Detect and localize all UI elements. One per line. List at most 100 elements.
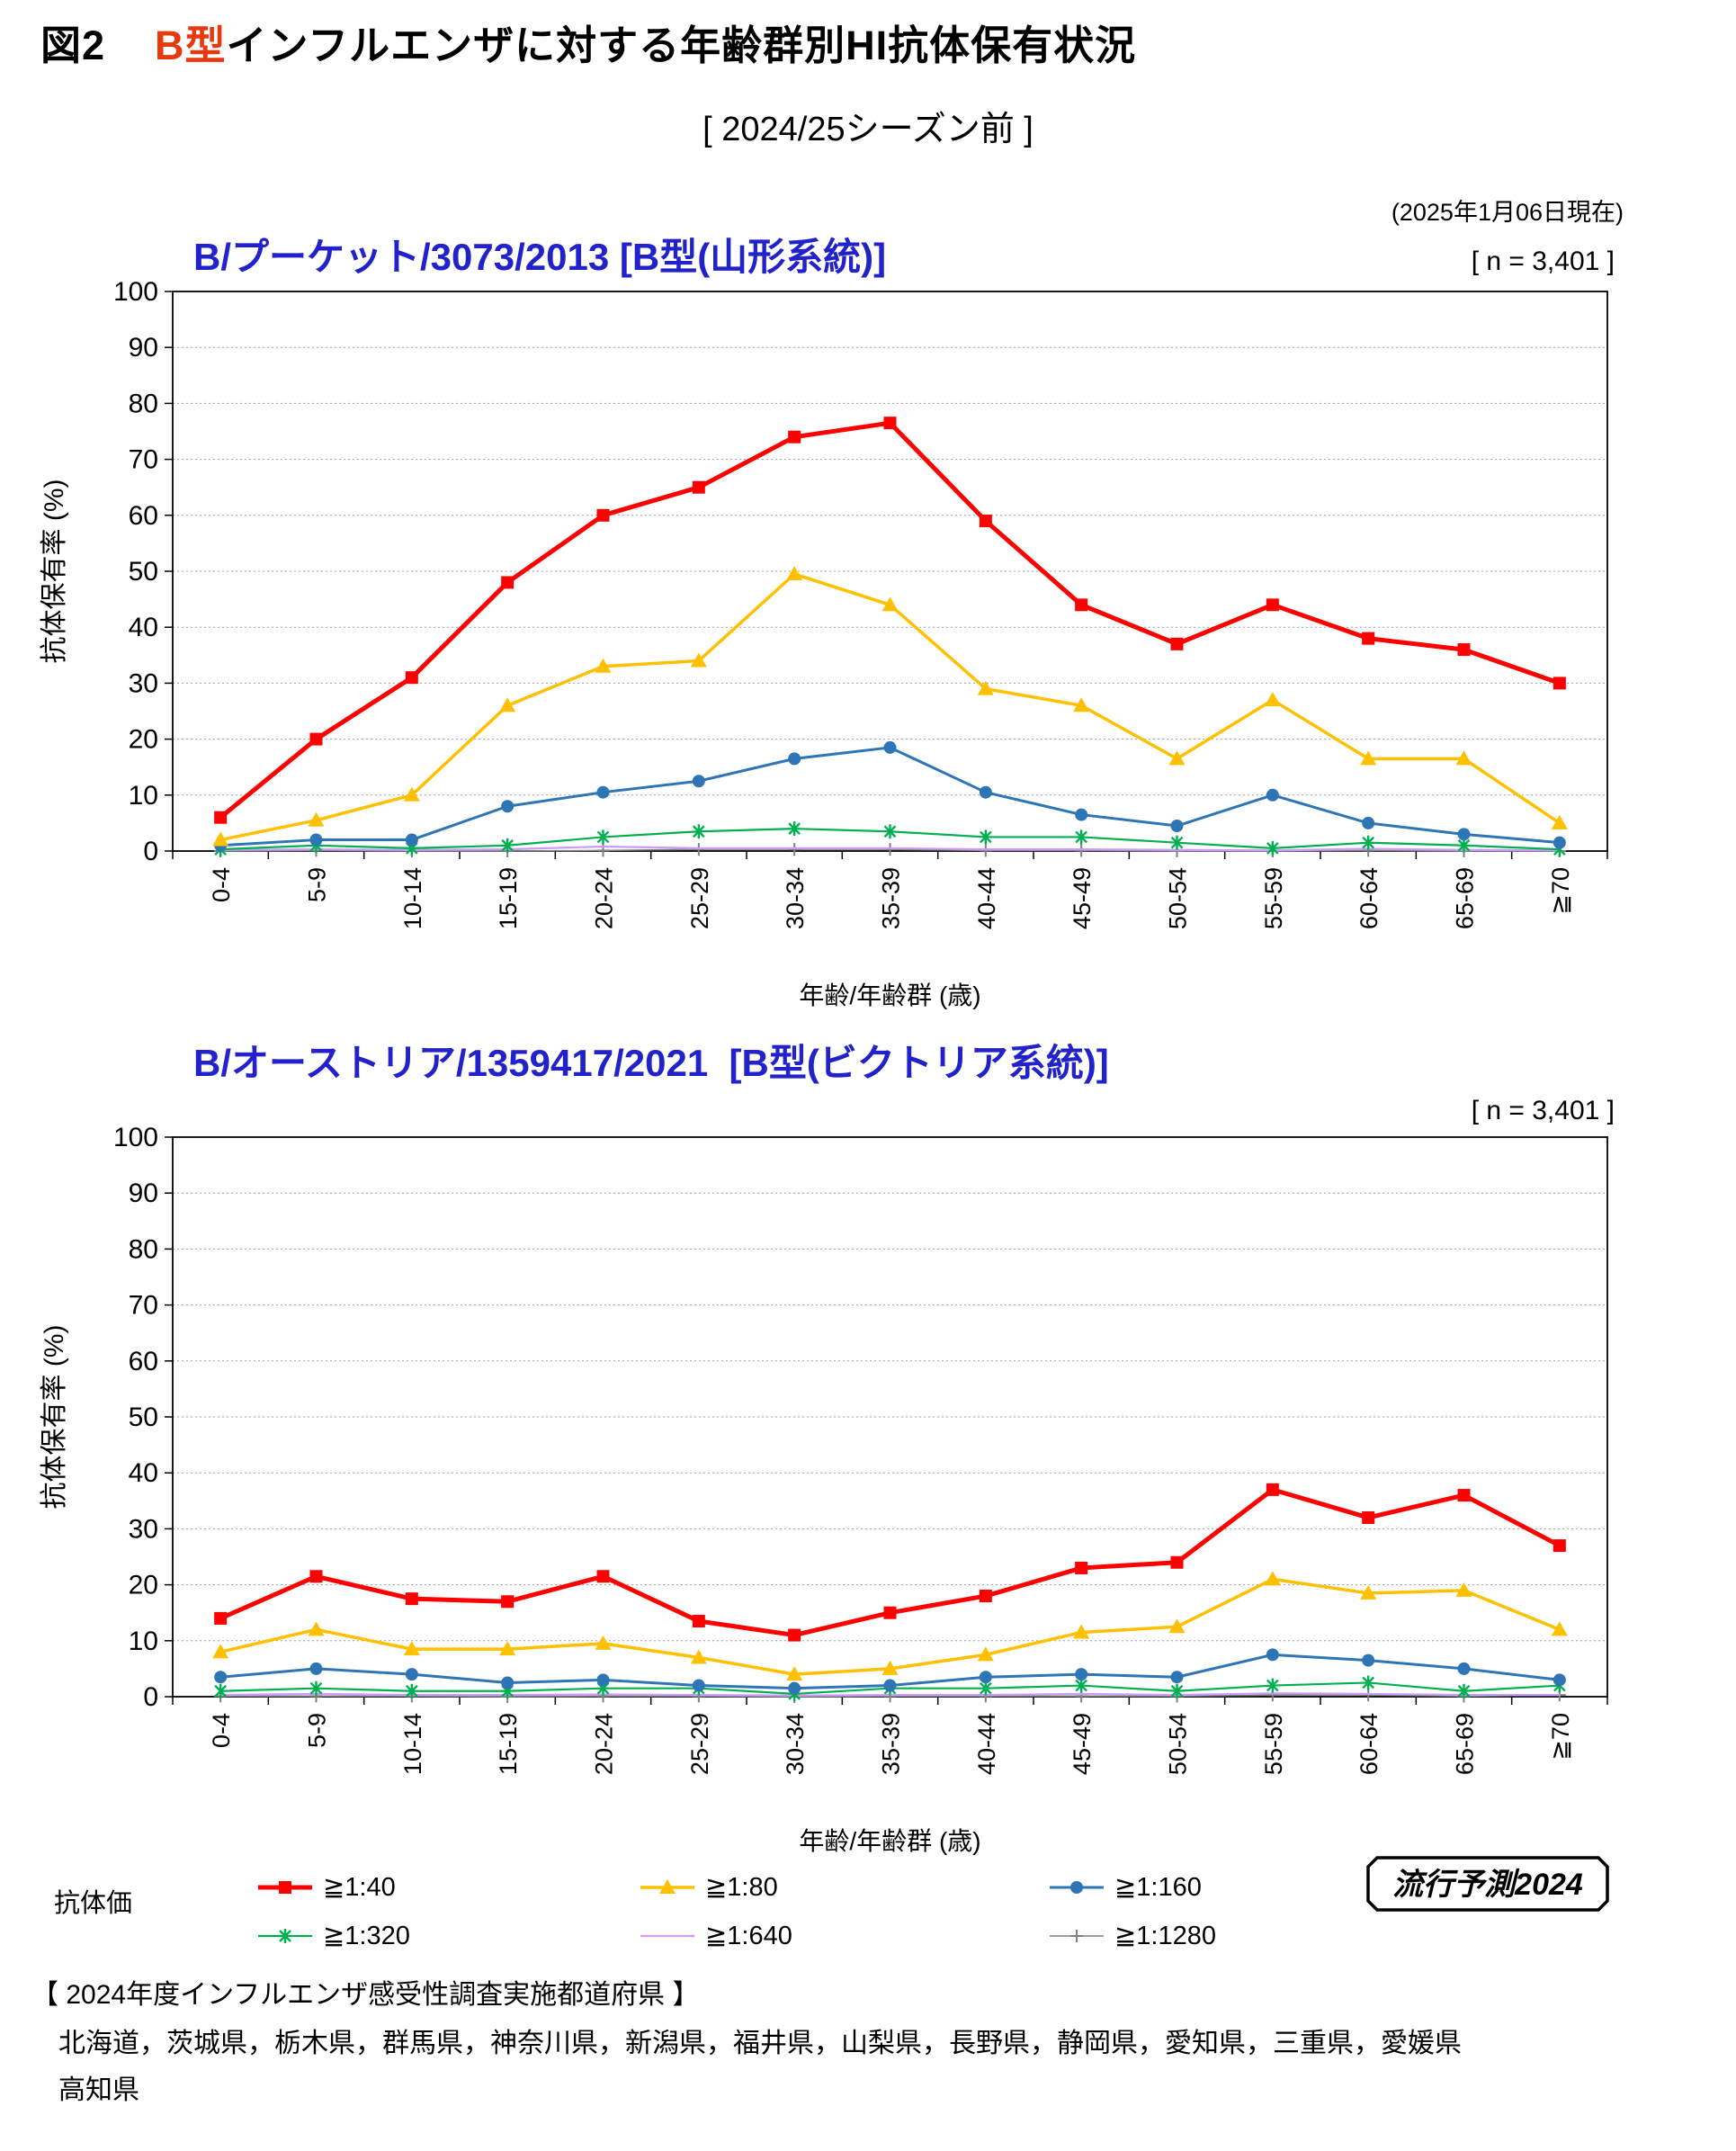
- x-tick-label: 60-64: [1356, 1713, 1383, 1775]
- x-tick-label: 0-4: [208, 867, 235, 902]
- svg-text:100: 100: [113, 1125, 158, 1152]
- svg-text:80: 80: [129, 389, 158, 418]
- x-tick-label: 10-14: [399, 1713, 426, 1775]
- y-axis: 0 10 20 30 40 50 60 70 80 90 100: [113, 279, 173, 866]
- gridlines: [173, 346, 1607, 796]
- x-tick-label: 50-54: [1165, 867, 1192, 929]
- badge-label: 流行予測2024: [1392, 1868, 1583, 1902]
- legend-marker-circle: [1050, 1880, 1104, 1894]
- x-tick-label: 5-9: [304, 1713, 331, 1748]
- svg-text:90: 90: [129, 1179, 158, 1208]
- legend-entry: ≧1:320: [256, 1920, 410, 1951]
- x-tick-label: 35-39: [878, 1713, 905, 1775]
- x-axis: 0-4 5-9 10-14 15-19 20-24 25-29 30-34 35-39 40-4…: [172, 851, 1608, 929]
- legend-marker-square: [258, 1880, 312, 1894]
- x-tick-label: 5-9: [304, 867, 331, 902]
- svg-text:70: 70: [129, 1291, 158, 1321]
- x-tick-label: 45-49: [1069, 1713, 1096, 1775]
- legend-entry: ≧1:1280: [1048, 1920, 1216, 1951]
- series-≧1:160: [214, 1648, 1566, 1695]
- legend-entry-label: ≧1:320: [323, 1922, 410, 1950]
- legend-entry: ≧1:160: [1048, 1871, 1202, 1903]
- date-note: (2025年1月06日現在): [1391, 199, 1624, 226]
- series-≧1:80: [212, 1571, 1568, 1681]
- svg-text:0: 0: [143, 1682, 158, 1712]
- x-tick-label: ≧70: [1547, 867, 1574, 915]
- svg-text:60: 60: [129, 1347, 158, 1376]
- legend-title: 抗体価: [54, 1889, 133, 1918]
- x-axis-title: 年齢/年齢群 (歳): [799, 1827, 980, 1855]
- svg-text:40: 40: [129, 613, 158, 642]
- svg-text:10: 10: [129, 1627, 158, 1656]
- legend-entry: ≧1:40: [256, 1871, 396, 1903]
- figure-label: 図2: [40, 22, 106, 68]
- svg-text:30: 30: [129, 1514, 158, 1544]
- forecast-2024-badge: 流行予測2024: [1366, 1856, 1609, 1912]
- x-tick-label: 25-29: [686, 867, 713, 929]
- svg-text:100: 100: [113, 279, 158, 307]
- svg-text:80: 80: [129, 1234, 158, 1264]
- sample-size-victoria: [ n = 3,401 ]: [1471, 1096, 1615, 1125]
- survey-prefectures-list: 北海道，茨城県，栃木県，群馬県，神奈川県，新潟県，福井県，山梨県，長野県，静岡県…: [58, 2029, 1462, 2058]
- x-tick-label: 0-4: [208, 1713, 235, 1748]
- x-tick-label: 55-59: [1260, 1713, 1287, 1775]
- x-tick-label: 15-19: [495, 1713, 522, 1775]
- x-tick-label: ≧70: [1547, 1713, 1574, 1761]
- x-tick-label: 20-24: [591, 1713, 618, 1775]
- x-tick-label: 40-44: [973, 1713, 1000, 1775]
- svg-text:60: 60: [129, 501, 158, 531]
- chart-title-yamagata: B/プーケット/3073/2013 [B型(山形系統)]: [193, 236, 887, 278]
- svg-text:70: 70: [129, 445, 158, 475]
- x-tick-label: 30-34: [782, 867, 809, 929]
- page-title-highlight: B型: [155, 22, 227, 68]
- series-≧1:80: [212, 566, 1568, 847]
- svg-text:0: 0: [143, 837, 158, 866]
- x-tick-label: 50-54: [1165, 1713, 1192, 1775]
- legend-entry-label: ≧1:40: [323, 1873, 396, 1902]
- legend-marker-none: [640, 1934, 694, 1937]
- page-title: 図2 B型インフルエンザに対する年齢群別HI抗体保有状況: [40, 13, 1136, 71]
- x-tick-label: 65-69: [1452, 1713, 1479, 1775]
- legend-entry-label: ≧1:80: [705, 1873, 778, 1902]
- y-axis-title: 抗体保有率 (%): [40, 479, 69, 664]
- x-tick-label: 55-59: [1260, 867, 1287, 929]
- chart-victoria: 0 10 20 30 40 50 60 70 80 90 100 0-4 5-9 10-14 15-19 20…: [40, 1125, 1608, 1855]
- legend-entry: ≧1:80: [639, 1871, 778, 1903]
- chart-title-victoria: B/オーストリア/1359417/2021 [B型(ビクトリア系統)]: [193, 1042, 1109, 1084]
- x-tick-label: 20-24: [591, 867, 618, 929]
- badge-border: [1366, 1856, 1609, 1912]
- x-tick-label: 45-49: [1069, 867, 1096, 929]
- series-≧1:640: [219, 845, 1561, 852]
- series-≧1:40: [214, 417, 1566, 824]
- svg-text:30: 30: [129, 668, 158, 698]
- x-tick-label: 35-39: [878, 867, 905, 929]
- legend-entry-label: ≧1:160: [1114, 1873, 1202, 1902]
- survey-prefectures-list-cont: 高知県: [58, 2075, 139, 2105]
- legend-marker-plus: [1050, 1929, 1104, 1942]
- season-subtitle: [ 2024/25シーズン前 ]: [702, 111, 1034, 148]
- svg-text:50: 50: [129, 557, 158, 587]
- x-tick-label: 10-14: [399, 867, 426, 929]
- x-tick-label: 65-69: [1452, 867, 1479, 929]
- x-tick-label: 40-44: [973, 867, 1000, 929]
- sample-size-yamagata: [ n = 3,401 ]: [1471, 246, 1615, 276]
- legend-entry: ≧1:640: [639, 1920, 792, 1951]
- svg-text:40: 40: [129, 1458, 158, 1488]
- legend-entry-label: ≧1:1280: [1114, 1922, 1216, 1950]
- survey-prefectures-heading: 【 2024年度インフルエンザ感受性調査実施都道府県 】: [31, 1980, 700, 2010]
- svg-text:90: 90: [129, 333, 158, 363]
- chart-yamagata: 0 10 20 30 40 50 60 70 80 90 100 0-4 5-9 10-14 15-19 20…: [40, 279, 1608, 1009]
- svg-text:10: 10: [129, 781, 158, 811]
- y-axis: 0 10 20 30 40 50 60 70 80 90 100: [113, 1125, 173, 1712]
- legend-marker-asterisk: [258, 1928, 312, 1943]
- svg-text:20: 20: [129, 1571, 158, 1600]
- page-title-rest: インフルエンザに対する年齢群別HI抗体保有状況: [226, 22, 1137, 68]
- svg-text:50: 50: [129, 1403, 158, 1432]
- legend-entry-label: ≧1:640: [705, 1922, 792, 1950]
- series-≧1:40: [214, 1483, 1566, 1642]
- x-tick-label: 60-64: [1356, 867, 1383, 929]
- y-axis-title: 抗体保有率 (%): [40, 1325, 69, 1510]
- gridlines: [173, 1192, 1607, 1642]
- svg-text:20: 20: [129, 725, 158, 755]
